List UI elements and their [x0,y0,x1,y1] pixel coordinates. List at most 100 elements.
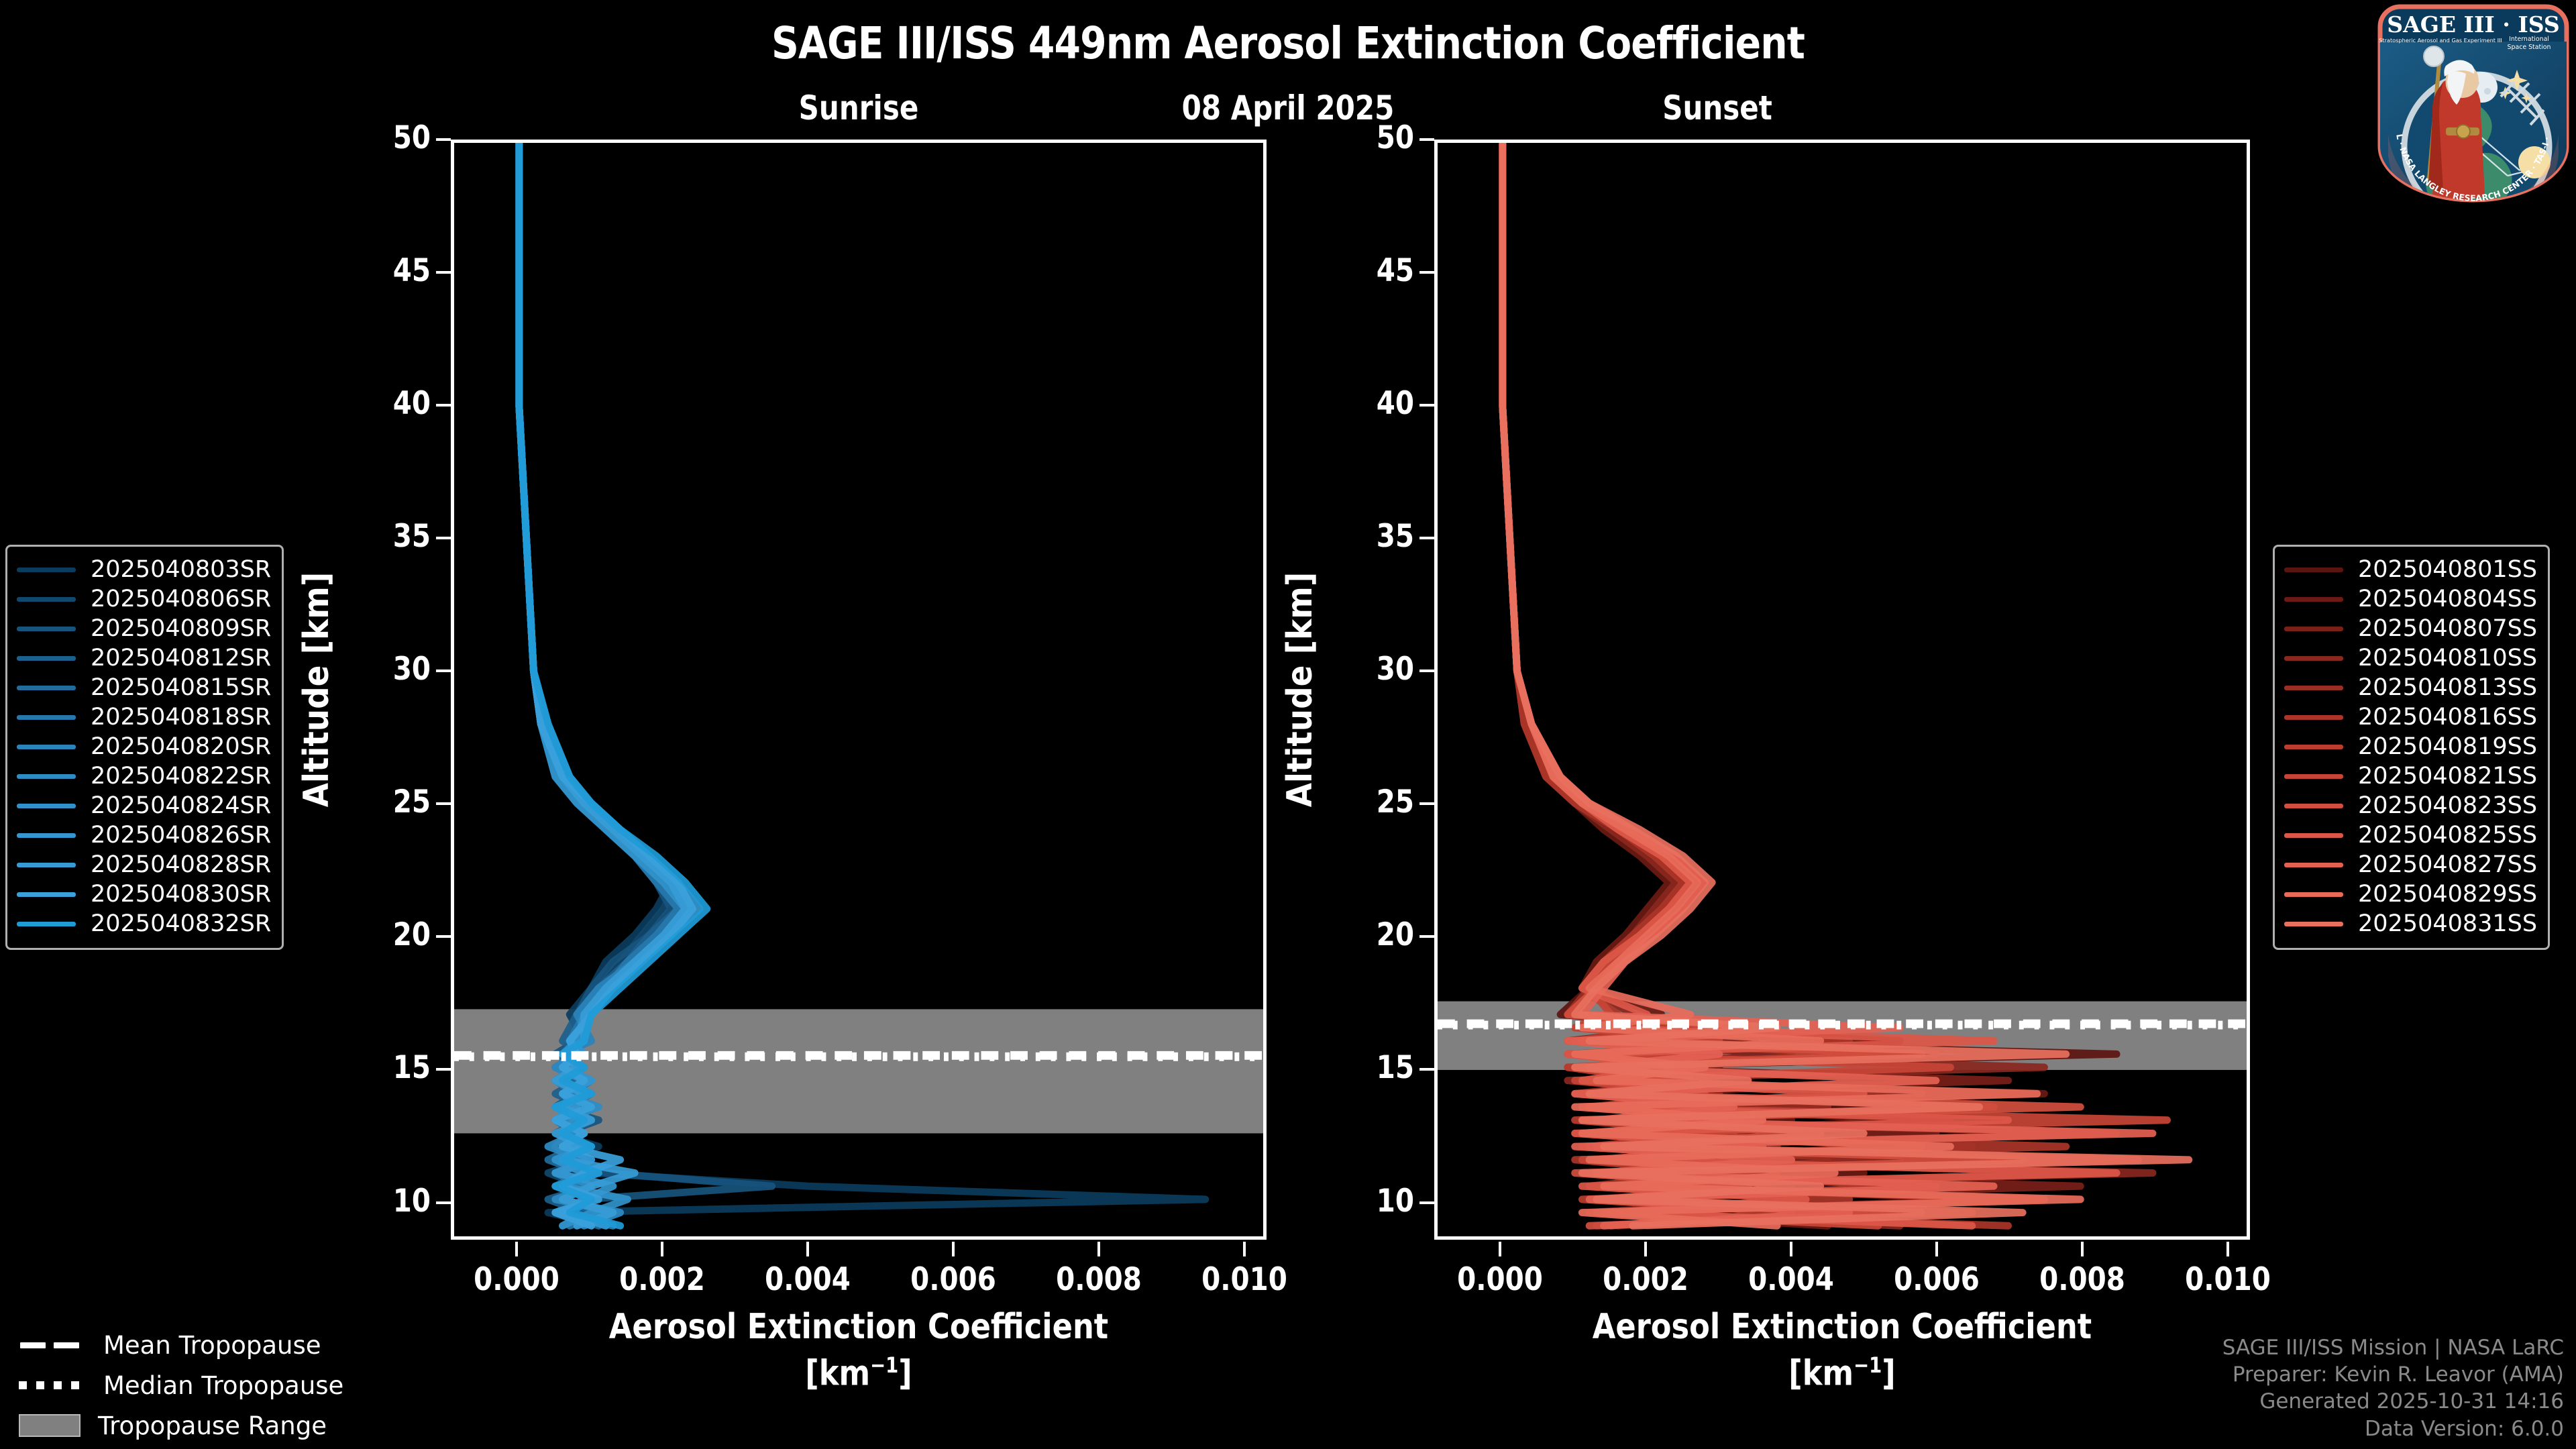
x-axis-tick [806,1242,809,1256]
legend-color-swatch-icon [2284,567,2343,572]
x-axis-tick [1097,1242,1101,1256]
legend-series-label: 2025040827SS [2358,851,2538,878]
x-axis-tick [1935,1242,1939,1256]
legend-item-2025040824sr[interactable]: 2025040824SR [17,791,271,820]
legend-series-label: 2025040809SR [91,615,272,642]
legend-series-label: 2025040829SS [2358,881,2538,908]
legend-item-2025040825ss[interactable]: 2025040825SS [2284,820,2537,850]
legend-item-2025040826sr[interactable]: 2025040826SR [17,820,271,850]
observation-date-label: 08 April 2025 [1181,89,1395,127]
legend-series-label: 2025040812SR [91,645,272,672]
legend-item-2025040827ss[interactable]: 2025040827SS [2284,850,2537,879]
legend-series-label: 2025040813SS [2358,674,2538,701]
y-axis-tick [1419,802,1434,806]
sunrise-axes [451,140,1267,1240]
legend-color-swatch-icon [17,892,76,897]
sage-figure-icon [2423,46,2485,200]
legend-item-mean-tropopause: Mean Tropopause [19,1325,343,1365]
y-axis-tick [436,935,451,938]
legend-item-2025040829ss[interactable]: 2025040829SS [2284,879,2537,909]
sunset-series-legend[interactable]: 2025040801SS 2025040804SS 2025040807SS 2025… [2273,545,2551,950]
x-axis-tick [1243,1242,1246,1256]
logo-subtitle-left: Stratospheric Aerosol and Gas Experiment… [2379,37,2502,44]
x-axis-tick-label: 0.004 [765,1261,851,1298]
credits-line-version: Data Version: 6.0.0 [2364,1416,2564,1441]
legend-item-2025040801ss[interactable]: 2025040801SS [2284,555,2537,584]
legend-item-2025040820sr[interactable]: 2025040820SR [17,732,271,761]
x-axis-tick [2226,1242,2230,1256]
sunrise-series-legend[interactable]: 2025040803SR 2025040806SR 2025040809SR 2025… [5,545,284,950]
legend-series-label: 2025040823SS [2358,792,2538,819]
legend-item-2025040810ss[interactable]: 2025040810SS [2284,643,2537,673]
legend-color-swatch-icon [2284,685,2343,690]
legend-color-swatch-icon [17,685,76,690]
y-axis-tick [436,271,451,274]
logo-subtitle-right-2: Space Station [2508,44,2551,51]
legend-series-label: 2025040803SR [91,556,272,583]
legend-color-swatch-icon [2284,892,2343,897]
y-axis-tick [1419,1201,1434,1204]
legend-item-2025040823ss[interactable]: 2025040823SS [2284,791,2537,820]
legend-series-label: 2025040828SR [91,851,272,878]
legend-item-2025040803sr[interactable]: 2025040803SR [17,555,271,584]
legend-label-mean-tropopause: Mean Tropopause [103,1330,321,1360]
credits-line-generated: Generated 2025-10-31 14:16 [2259,1389,2564,1414]
y-axis-tick-label: 35 [1376,518,1414,555]
legend-color-swatch-icon [17,773,76,779]
y-axis-tick-label: 10 [392,1182,431,1220]
legend-item-2025040812sr[interactable]: 2025040812SR [17,643,271,673]
sunrise-x-axis-label: Aerosol Extinction Coefficient [608,1307,1109,1347]
x-axis-tick-label: 0.002 [1602,1261,1688,1298]
legend-series-label: 2025040822SR [91,763,272,790]
legend-item-2025040815sr[interactable]: 2025040815SR [17,673,271,702]
x-axis-tick-label: 0.010 [1201,1261,1288,1298]
y-axis-tick [436,138,451,141]
y-axis-tick-label: 30 [1376,651,1414,688]
x-axis-tick [660,1242,663,1256]
logo-title: SAGE III · ISS [2387,11,2559,38]
sunset-x-axis-unit: [km−1] [1788,1352,1896,1394]
legend-series-label: 2025040806SR [91,586,272,612]
y-axis-tick-label: 20 [1376,916,1414,954]
x-axis-tick [1790,1242,1792,1256]
y-axis-tick [436,669,451,673]
legend-item-2025040828sr[interactable]: 2025040828SR [17,850,271,879]
credits-line-mission: SAGE III/ISS Mission | NASA LaRC [2222,1335,2564,1360]
legend-color-swatch-icon [17,833,76,838]
legend-item-2025040816ss[interactable]: 2025040816SS [2284,702,2537,732]
x-axis-tick-label: 0.010 [2185,1261,2271,1298]
legend-item-2025040809sr[interactable]: 2025040809SR [17,614,271,643]
x-axis-tick [2081,1242,2084,1256]
x-axis-tick-label: 0.000 [473,1261,559,1298]
y-axis-tick [1419,669,1434,673]
x-axis-tick-label: 0.000 [1456,1261,1543,1298]
legend-color-swatch-icon [2284,921,2343,926]
legend-color-swatch-icon [17,803,76,808]
legend-item-2025040819ss[interactable]: 2025040819SS [2284,732,2537,761]
legend-item-2025040822sr[interactable]: 2025040822SR [17,761,271,791]
legend-color-swatch-icon [17,655,76,661]
dotted-line-icon [19,1377,86,1394]
x-axis-tick-label: 0.006 [910,1261,997,1298]
legend-series-label: 2025040804SS [2358,586,2538,612]
legend-color-swatch-icon [17,921,76,926]
legend-item-2025040807ss[interactable]: 2025040807SS [2284,614,2537,643]
x-axis-tick [515,1242,518,1256]
tropopause-legend[interactable]: Mean Tropopause Median Tropopause Tropop… [19,1325,343,1446]
legend-item-2025040830sr[interactable]: 2025040830SR [17,879,271,909]
sun-icon [2518,146,2551,178]
logo-subtitle-right-1: International [2509,36,2549,43]
legend-item-2025040806sr[interactable]: 2025040806SR [17,584,271,614]
legend-item-2025040832sr[interactable]: 2025040832SR [17,909,271,938]
sunrise-panel-label: Sunrise [798,89,919,127]
legend-item-2025040813ss[interactable]: 2025040813SS [2284,673,2537,702]
legend-item-2025040831ss[interactable]: 2025040831SS [2284,909,2537,938]
legend-item-2025040804ss[interactable]: 2025040804SS [2284,584,2537,614]
legend-item-2025040818sr[interactable]: 2025040818SR [17,702,271,732]
sunrise-x-axis-unit: [km−1] [805,1352,912,1394]
y-axis-tick-label: 40 [392,385,431,423]
legend-item-2025040821ss[interactable]: 2025040821SS [2284,761,2537,791]
legend-label-tropopause-range: Tropopause Range [98,1411,327,1440]
y-axis-tick [436,537,451,540]
y-axis-tick-label: 15 [392,1049,431,1087]
